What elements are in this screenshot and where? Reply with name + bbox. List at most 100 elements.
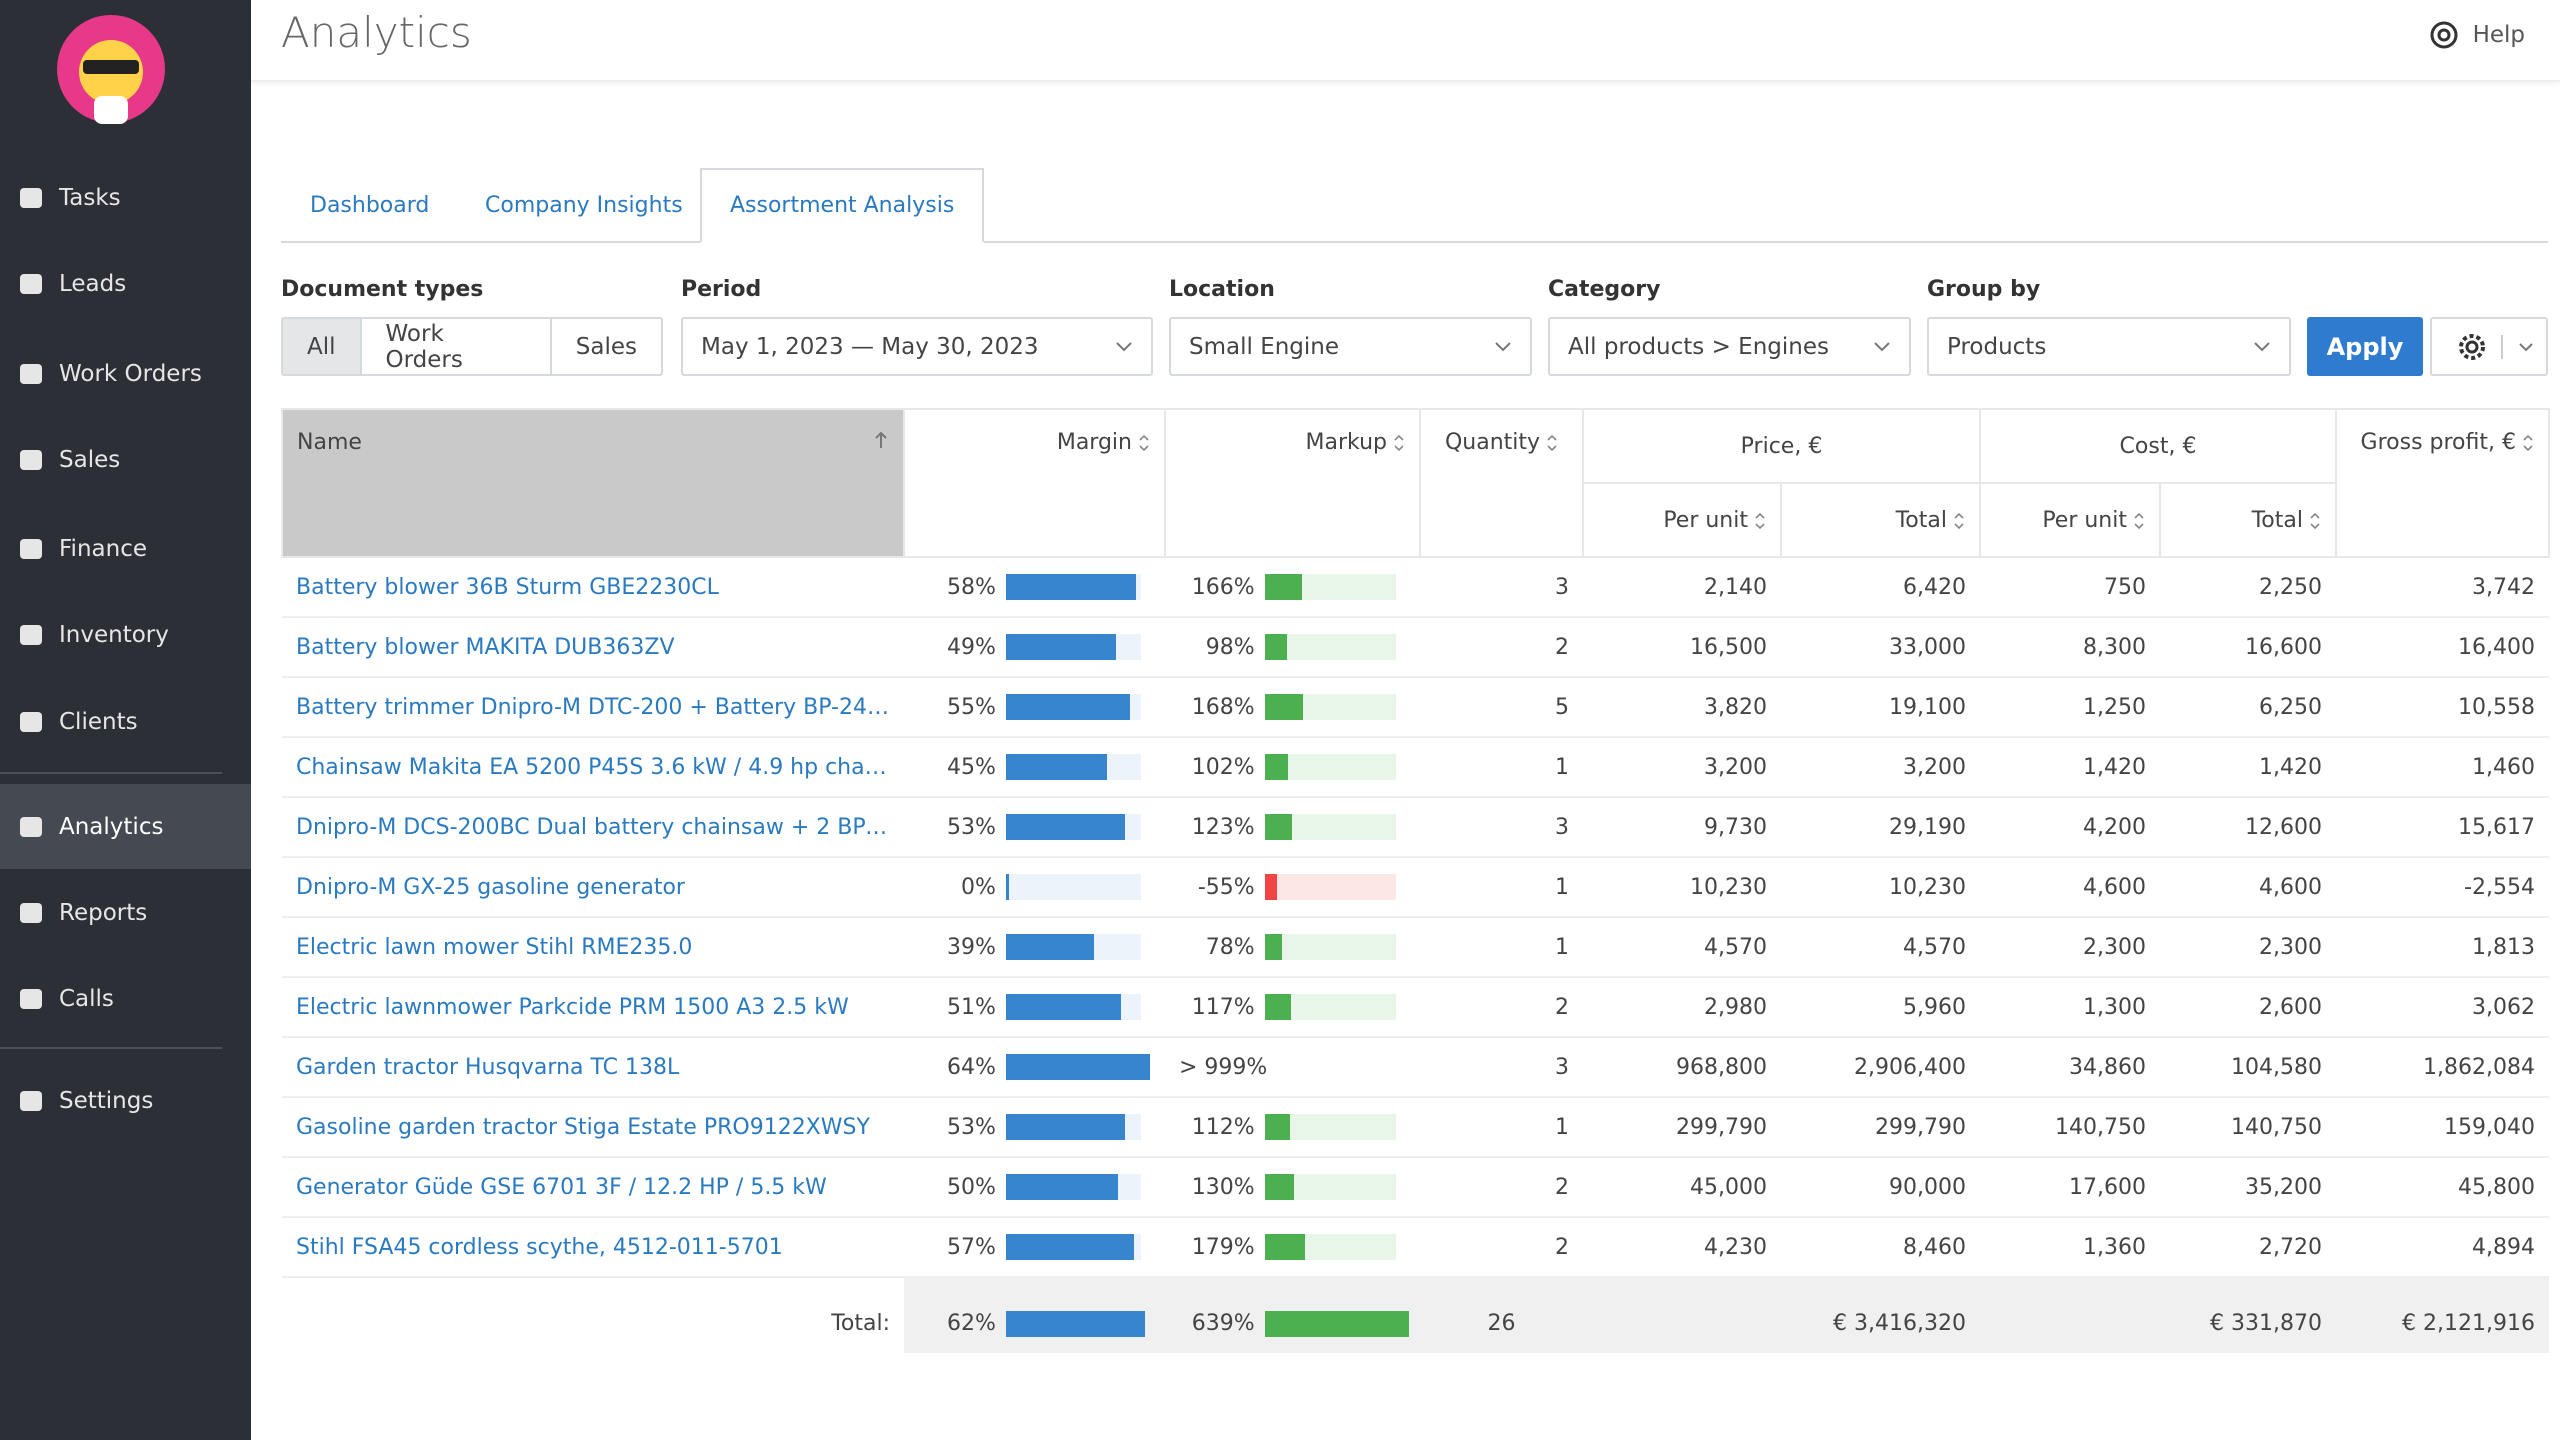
price-per-unit: 968,800 xyxy=(1583,1037,1781,1098)
margin-wrap: 53% xyxy=(918,814,1151,840)
tab[interactable]: Company Insights xyxy=(485,193,683,218)
cost-total: 2,720 xyxy=(2160,1217,2336,1278)
margin-cell: 0% xyxy=(904,857,1165,918)
apply-button[interactable]: Apply xyxy=(2307,317,2423,376)
nav-item[interactable]: Clients xyxy=(0,692,251,752)
nav-item[interactable]: Leads xyxy=(0,254,251,314)
margin-track xyxy=(1005,1114,1141,1140)
table-row: Electric lawn mower Stihl RME235.0 39% 78%… xyxy=(282,917,2549,978)
product-name[interactable]: Dnipro-M GX-25 gasoline generator xyxy=(282,857,904,918)
product-name[interactable]: Generator Güde GSE 6701 3F / 12.2 HP / 5… xyxy=(282,1157,904,1218)
segment[interactable]: Work Orders xyxy=(362,319,552,374)
icon xyxy=(2523,434,2533,452)
markup-bar xyxy=(1264,1234,1306,1260)
column-header[interactable]: Per unit xyxy=(1979,482,2161,558)
markup-wrap: > 999% xyxy=(1179,1055,1406,1080)
margin-wrap: 53% xyxy=(918,1114,1151,1140)
product-name[interactable]: Stihl FSA45 cordless scythe, 4512-011-57… xyxy=(282,1217,904,1278)
product-name[interactable]: Electric lawnmower Parkcide PRM 1500 A3 … xyxy=(282,977,904,1038)
tab[interactable]: Assortment Analysis xyxy=(700,168,985,243)
product-name[interactable]: Dnipro-M DCS-200BC Dual battery chainsaw… xyxy=(282,797,904,858)
nav-item[interactable]: Inventory xyxy=(0,605,251,665)
margin-bar xyxy=(1005,814,1126,840)
dropdown-value: May 1, 2023 — May 30, 2023 xyxy=(701,333,1039,360)
price-total: 2,906,400 xyxy=(1781,1037,1980,1098)
product-name[interactable]: Chainsaw Makita EA 5200 P45S 3.6 kW / 4.… xyxy=(282,737,904,798)
quantity: 1 xyxy=(1420,917,1583,978)
settings-button[interactable] xyxy=(2430,317,2548,376)
column-header[interactable]: Markup xyxy=(1164,408,1421,558)
header-label: Total xyxy=(2251,507,2303,533)
tab[interactable]: Dashboard xyxy=(310,193,430,218)
margin-label: 64% xyxy=(946,1054,996,1080)
markup-track xyxy=(1264,934,1396,960)
quantity: 26 xyxy=(1420,1277,1583,1353)
margin-cell: 53% xyxy=(904,1097,1165,1158)
column-header[interactable]: Per unit xyxy=(1582,482,1782,558)
margin-track xyxy=(1005,934,1141,960)
gross-profit: 159,040 xyxy=(2336,1097,2549,1158)
icon xyxy=(20,450,42,470)
product-name[interactable]: Battery blower 36B Sturm GBE2230CL xyxy=(282,557,904,618)
margin-bar xyxy=(1005,634,1117,660)
price-per-unit: 2,140 xyxy=(1583,557,1781,618)
markup-cell: 179% xyxy=(1165,1217,1420,1278)
nav-label: Tasks xyxy=(59,185,121,211)
margin-wrap: 49% xyxy=(918,634,1151,660)
margin-bar xyxy=(1005,1234,1135,1260)
nav-item[interactable]: Reports xyxy=(0,883,251,943)
product-name[interactable]: Battery blower MAKITA DUB363ZV xyxy=(282,617,904,678)
markup-bar xyxy=(1264,634,1287,660)
margin-label: 45% xyxy=(946,754,996,780)
margin-wrap: 51% xyxy=(918,994,1151,1020)
margin-bar xyxy=(1005,1054,1150,1080)
separator xyxy=(0,772,222,774)
segment[interactable]: All xyxy=(283,319,362,374)
column-header[interactable]: Total xyxy=(1780,482,1981,558)
dropdown[interactable]: Small Engine xyxy=(1169,317,1532,376)
gross-profit: 15,617 xyxy=(2336,797,2549,858)
price-per-unit: 4,570 xyxy=(1583,917,1781,978)
markup-track xyxy=(1264,1114,1396,1140)
markup-cell: 112% xyxy=(1165,1097,1420,1158)
product-name[interactable]: Garden tractor Husqvarna TC 138L xyxy=(282,1037,904,1098)
product-name[interactable]: Gasoline garden tractor Stiga Estate PRO… xyxy=(282,1097,904,1158)
markup-bar xyxy=(1264,754,1288,780)
column-header[interactable]: Margin xyxy=(903,408,1166,558)
markup-label: > 999% xyxy=(1179,1054,1268,1080)
header-row: Name Margin Markup Quantity Price, € Cost, € G… xyxy=(281,408,2550,558)
column-header[interactable]: Quantity xyxy=(1419,408,1584,558)
nav-item[interactable]: Analytics xyxy=(0,784,251,869)
dropdown[interactable]: Products xyxy=(1927,317,2291,376)
nav-item[interactable]: Finance xyxy=(0,519,251,579)
nav-item[interactable]: Sales xyxy=(0,430,251,490)
help[interactable]: Help xyxy=(2429,20,2525,50)
margin-cell: 45% xyxy=(904,737,1165,798)
page-title: Analytics xyxy=(281,8,472,57)
nav-item[interactable]: Settings xyxy=(0,1071,251,1131)
margin-wrap: 58% xyxy=(918,574,1151,600)
column-header[interactable]: Total xyxy=(2159,482,2337,558)
dropdown[interactable]: May 1, 2023 — May 30, 2023 xyxy=(681,317,1153,376)
column-header[interactable]: Gross profit, € xyxy=(2335,408,2550,558)
quantity: 5 xyxy=(1420,677,1583,738)
dropdown[interactable]: All products > Engines xyxy=(1548,317,1911,376)
markup-wrap: 102% xyxy=(1179,754,1406,780)
segment[interactable]: Sales xyxy=(575,333,637,360)
nav-item[interactable]: Tasks xyxy=(0,168,251,228)
markup-label: 166% xyxy=(1191,574,1255,600)
nav-item[interactable]: Work Orders xyxy=(0,344,251,404)
icon xyxy=(1495,341,1511,351)
header-label: Price, € xyxy=(1740,433,1823,459)
nav-item[interactable]: Calls xyxy=(0,969,251,1029)
header-label: Name xyxy=(297,430,362,455)
markup-cell: 130% xyxy=(1165,1157,1420,1218)
margin-label: 53% xyxy=(946,1114,996,1140)
product-name[interactable]: Electric lawn mower Stihl RME235.0 xyxy=(282,917,904,978)
cost-total: 4,600 xyxy=(2160,857,2336,918)
cost-per-unit: 140,750 xyxy=(1980,1097,2160,1158)
product-name[interactable]: Battery trimmer Dnipro-M DTC-200 + Batte… xyxy=(282,677,904,738)
cost-total: 16,600 xyxy=(2160,617,2336,678)
cost-total: 2,250 xyxy=(2160,557,2336,618)
quantity: 2 xyxy=(1420,617,1583,678)
